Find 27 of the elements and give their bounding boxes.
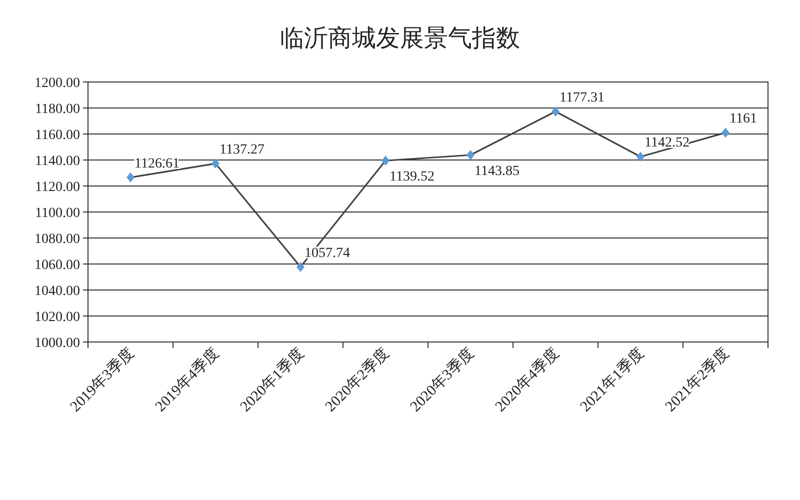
y-tick-label: 1040.00 — [34, 284, 80, 299]
y-tick-label: 1160.00 — [35, 128, 80, 143]
data-label: 1161 — [730, 112, 757, 127]
data-label: 1177.31 — [560, 90, 604, 106]
point — [466, 150, 474, 160]
y-tick-label: 1080.00 — [34, 232, 80, 247]
y-tick-label: 1120.00 — [35, 180, 80, 195]
y-tick-label: 1000.00 — [34, 336, 80, 351]
point — [636, 152, 644, 162]
data-label: 1142.52 — [644, 136, 690, 151]
y-tick-label: 1100.00 — [35, 206, 80, 221]
y-tick-label: 1140.00 — [35, 154, 80, 169]
data-label: 1143.85 — [474, 164, 520, 179]
y-tick-label: 1060.00 — [34, 258, 80, 273]
y-tick-label: 1200.00 — [34, 76, 80, 91]
point — [552, 106, 560, 116]
data-label: 1139.52 — [390, 170, 434, 185]
point — [722, 128, 730, 138]
point — [296, 262, 304, 272]
y-tick-label: 1180.00 — [35, 102, 80, 117]
chart-title: 临沂商城发展景气指数 — [280, 24, 520, 52]
point — [126, 172, 134, 182]
point — [382, 156, 390, 166]
point — [212, 158, 220, 169]
y-tick-label: 1020.00 — [34, 310, 80, 325]
data-label: 1137.27 — [220, 142, 264, 158]
data-label: 1126.61 — [134, 156, 180, 172]
